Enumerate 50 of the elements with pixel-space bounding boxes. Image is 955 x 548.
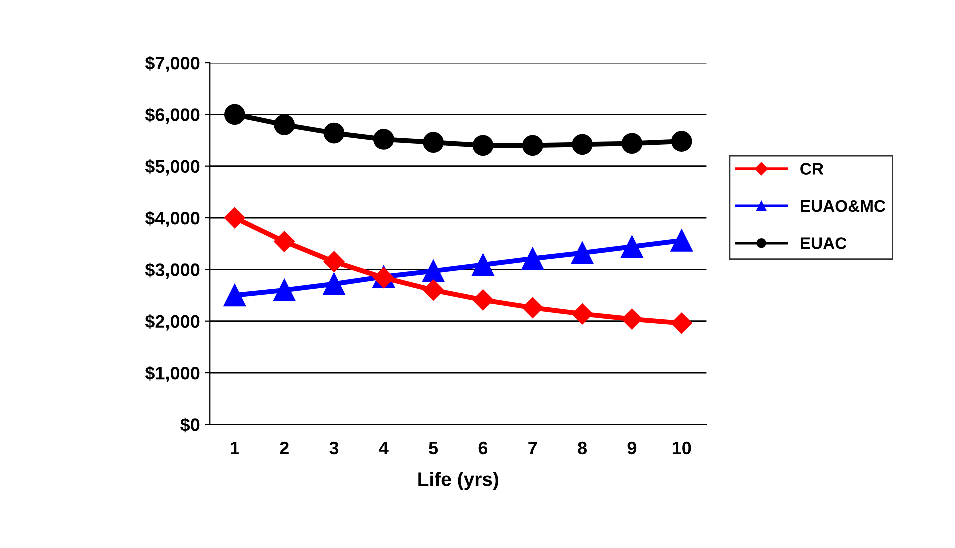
point bbox=[472, 290, 494, 311]
legend-label: EUAC bbox=[801, 238, 847, 250]
point bbox=[622, 133, 643, 154]
x-tick-label: 4 bbox=[379, 442, 389, 454]
point bbox=[522, 135, 544, 156]
point bbox=[323, 273, 346, 296]
y-tick-label: $2,000 bbox=[145, 314, 200, 331]
x-tick-label: 10 bbox=[672, 442, 692, 455]
x-tick-label: 9 bbox=[628, 442, 637, 455]
x-tick-label: 7 bbox=[528, 442, 538, 454]
point bbox=[224, 104, 246, 126]
point bbox=[572, 304, 594, 325]
point bbox=[274, 231, 296, 252]
x-axis-title: Life (yrs) bbox=[418, 472, 498, 490]
y-tick-label: $7,000 bbox=[145, 56, 200, 72]
x-tick-label: 3 bbox=[330, 442, 339, 455]
point bbox=[273, 279, 296, 302]
y-tick-label: $6,000 bbox=[145, 108, 200, 124]
point bbox=[522, 248, 544, 270]
x-tick-label: 2 bbox=[280, 442, 289, 454]
point bbox=[670, 230, 693, 252]
point bbox=[472, 135, 494, 156]
y-tick-label: $0 bbox=[180, 418, 200, 433]
point bbox=[224, 284, 246, 307]
x-tick-label: 8 bbox=[578, 442, 588, 455]
y-tick-label: $4,000 bbox=[145, 211, 200, 228]
point bbox=[571, 242, 594, 264]
legend-label: EUAO&MC bbox=[801, 200, 886, 212]
point bbox=[224, 208, 246, 229]
point bbox=[622, 308, 643, 330]
x-tick-label: 5 bbox=[429, 442, 438, 455]
point bbox=[671, 131, 692, 152]
point bbox=[522, 297, 544, 318]
y-tick-label: $5,000 bbox=[145, 160, 200, 176]
point bbox=[423, 132, 444, 154]
point bbox=[472, 254, 494, 276]
point bbox=[274, 114, 296, 136]
x-tick-label: 6 bbox=[478, 442, 488, 455]
y-tick-label: $1,000 bbox=[145, 366, 200, 382]
point bbox=[671, 312, 692, 334]
legend-label: CR bbox=[800, 163, 824, 175]
point bbox=[324, 122, 345, 144]
y-tick-label: $3,000 bbox=[145, 262, 200, 280]
point bbox=[423, 280, 444, 301]
point bbox=[621, 236, 644, 258]
point bbox=[373, 129, 394, 150]
point bbox=[324, 251, 345, 272]
point bbox=[572, 134, 593, 156]
x-tick-label: 1 bbox=[231, 442, 240, 454]
point bbox=[422, 260, 445, 282]
